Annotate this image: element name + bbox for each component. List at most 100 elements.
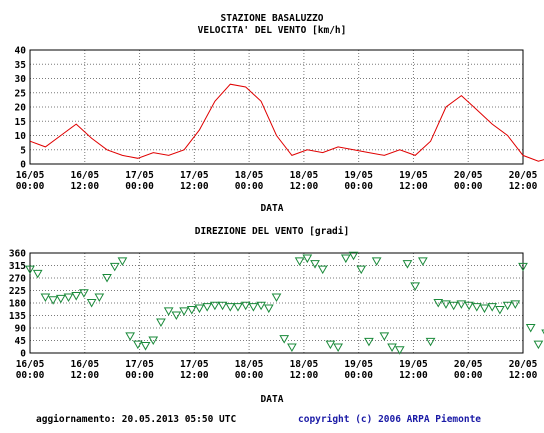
direction-y-tick-label: 315: [9, 261, 26, 272]
speed-x-tick-date: 19/05: [399, 170, 428, 181]
direction-point: [233, 303, 243, 312]
speed-x-tick-time: 00:00: [16, 181, 45, 192]
direction-x-tick-time: 12:00: [290, 370, 319, 381]
direction-point: [417, 257, 428, 266]
speed-x-tick-time: 00:00: [454, 181, 483, 192]
direction-x-tick-time: 12:00: [180, 370, 209, 381]
update-timestamp: aggiornamento: 20.05.2013 05:50 UTC: [36, 414, 237, 425]
direction-point: [117, 257, 128, 266]
speed-x-tick-time: 12:00: [290, 181, 319, 192]
direction-point: [25, 265, 35, 275]
direction-point: [94, 293, 105, 302]
direction-y-tick-label: 180: [9, 299, 26, 310]
direction-x-tick-date: 17/05: [180, 359, 209, 370]
speed-y-tick-label: 40: [15, 46, 27, 57]
direction-x-tick-date: 16/05: [70, 359, 99, 370]
direction-point: [518, 262, 528, 272]
speed-x-tick-time: 12:00: [509, 181, 538, 192]
speed-x-tick-date: 18/05: [235, 170, 264, 181]
speed-y-tick-label: 35: [15, 60, 27, 71]
direction-y-tick-label: 135: [9, 311, 26, 322]
direction-point: [379, 332, 390, 341]
direction-point: [148, 336, 159, 346]
direction-point: [302, 254, 313, 264]
direction-point: [364, 337, 374, 347]
direction-point: [317, 265, 328, 275]
direction-point: [533, 340, 544, 350]
direction-chart-panel: 0459013518022527031536016/0500:0016/0512…: [9, 249, 544, 381]
direction-x-tick-time: 00:00: [125, 370, 154, 381]
speed-x-tick-date: 17/05: [125, 170, 154, 181]
direction-point: [171, 311, 182, 321]
direction-point: [387, 343, 397, 352]
direction-point: [248, 303, 259, 312]
direction-point: [163, 307, 174, 316]
direction-point: [425, 337, 436, 347]
direction-point: [109, 262, 120, 272]
speed-x-tick-date: 20/05: [454, 170, 483, 181]
direction-point: [210, 301, 220, 311]
speed-y-tick-label: 0: [20, 160, 26, 171]
direction-point: [448, 301, 459, 311]
direction-frame: [29, 252, 524, 354]
direction-point: [55, 294, 66, 304]
direction-point: [456, 300, 467, 309]
speed-series-line: [29, 83, 544, 162]
speed-frame: [29, 49, 524, 165]
direction-point: [279, 335, 290, 344]
direction-y-tick-label: 360: [9, 249, 26, 260]
speed-x-tick-time: 00:00: [235, 181, 264, 192]
direction-point: [79, 289, 89, 298]
direction-point: [40, 293, 51, 302]
direction-point: [464, 301, 474, 311]
speed-x-tick-time: 00:00: [344, 181, 373, 192]
direction-y-tick-label: 270: [9, 274, 26, 285]
direction-x-tick-date: 20/05: [454, 359, 483, 370]
direction-point: [194, 304, 205, 314]
speed-chart-panel: 051015202530354016/0500:0016/0512:0017/0…: [15, 46, 544, 192]
direction-y-tick-label: 0: [20, 349, 26, 360]
direction-point: [487, 303, 498, 312]
direction-x-tick-time: 12:00: [399, 370, 428, 381]
direction-point: [256, 301, 266, 311]
direction-point: [156, 318, 166, 327]
direction-point: [63, 293, 74, 302]
direction-x-tick-date: 18/05: [290, 359, 319, 370]
direction-point: [225, 303, 236, 312]
speed-y-tick-label: 30: [15, 74, 27, 85]
copyright-notice: copyright (c) 2006 ARPA Piemonte: [298, 414, 482, 425]
direction-point: [287, 343, 297, 352]
direction-point: [325, 340, 336, 350]
speed-x-tick-time: 00:00: [125, 181, 154, 192]
direction-point: [86, 299, 97, 308]
direction-point: [371, 257, 382, 266]
speed-x-tick-time: 12:00: [399, 181, 428, 192]
speed-y-tick-label: 20: [15, 103, 27, 114]
speed-x-axis-label: DATA: [261, 203, 284, 214]
direction-point: [125, 332, 136, 341]
speed-x-tick-date: 20/05: [509, 170, 538, 181]
direction-x-tick-time: 00:00: [344, 370, 373, 381]
direction-point: [433, 299, 444, 308]
station-title: STAZIONE BASALUZZO: [221, 13, 324, 24]
direction-point: [271, 293, 282, 302]
direction-point: [310, 260, 320, 269]
direction-point: [294, 257, 305, 266]
direction-point: [410, 282, 421, 291]
direction-x-tick-time: 00:00: [16, 370, 45, 381]
direction-point: [525, 324, 536, 333]
direction-point: [48, 296, 58, 305]
direction-y-tick-label: 90: [15, 324, 27, 335]
direction-x-axis-label: DATA: [261, 394, 284, 405]
direction-point: [186, 305, 197, 315]
speed-chart-subtitle: VELOCITA' DEL VENTO [km/h]: [198, 25, 347, 36]
direction-x-tick-time: 12:00: [70, 370, 99, 381]
direction-point: [132, 340, 143, 350]
speed-x-tick-date: 18/05: [290, 170, 319, 181]
direction-point: [510, 300, 521, 309]
direction-x-tick-date: 20/05: [509, 359, 538, 370]
speed-y-tick-label: 15: [15, 117, 27, 128]
direction-point: [402, 260, 413, 269]
speed-x-tick-date: 16/05: [70, 170, 99, 181]
direction-point: [217, 301, 228, 311]
